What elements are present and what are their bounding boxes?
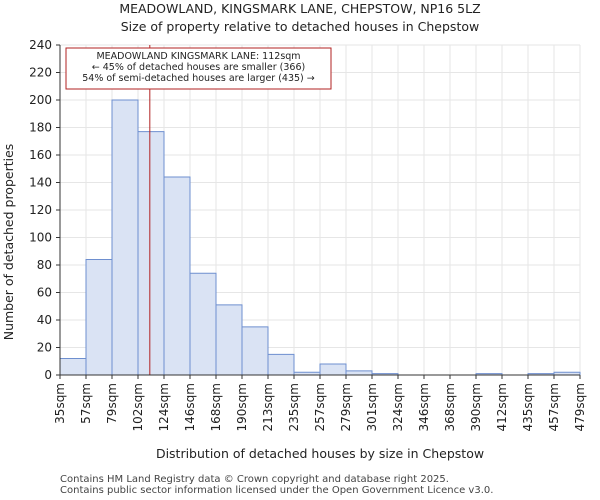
footer-line-1: Contains HM Land Registry data © Crown c… [60,474,449,485]
bar [215,304,243,376]
x-ticks: 35sqm 57sqm 79sqm 102sqm 124sqm 146sqm 168sqm 1… [53,375,587,431]
x-tick-label: 213sqm [261,383,275,431]
x-tick-label: 124sqm [157,383,171,431]
x-tick-label: 368sqm [443,383,457,431]
chart-title: MEADOWLAND, KINGSMARK LANE, CHEPSTOW, NP… [119,1,480,16]
x-tick-label: 146sqm [183,383,197,431]
bar [163,176,191,376]
bar [111,99,139,376]
annotation-line: MEADOWLAND KINGSMARK LANE: 112sqm [96,51,300,62]
marker: MEADOWLAND KINGSMARK LANE: 112sqm← 45% o… [65,45,332,375]
x-tick-label: 346sqm [417,383,431,431]
bar [59,358,87,376]
x-tick-label: 390sqm [469,383,483,431]
x-tick-label: 57sqm [79,383,93,424]
y-tick-label: 200 [29,93,52,107]
bar [241,326,269,376]
bar [345,370,373,376]
bars [59,99,581,376]
y-axis-label: Number of detached properties [1,144,16,341]
x-tick-label: 35sqm [53,383,67,424]
bar [137,131,165,376]
annotation-line: ← 45% of detached houses are smaller (36… [92,62,305,73]
footer-line-2: Contains public sector information licen… [60,485,494,496]
y-tick-label: 180 [29,121,52,135]
y-tick-label: 120 [29,203,52,217]
y-tick-label: 20 [37,341,52,355]
y-tick-label: 60 [37,286,52,300]
y-tick-label: 0 [44,368,52,382]
x-tick-label: 479sqm [573,383,587,431]
x-tick-label: 168sqm [209,383,223,431]
y-ticks: 0 20 40 60 80 100 120 140 160 180 200 220 240 [29,38,60,382]
x-tick-label: 102sqm [131,383,145,431]
x-tick-label: 257sqm [313,383,327,431]
annotation-box [65,47,332,90]
chart-subtitle: Size of property relative to detached ho… [121,19,479,34]
bar [189,272,217,376]
x-tick-label: 235sqm [287,383,301,431]
annotation-line: 54% of semi-detached houses are larger (… [82,73,315,84]
x-tick-label: 301sqm [365,383,379,431]
x-tick-label: 190sqm [235,383,249,431]
y-tick-label: 100 [29,231,52,245]
y-tick-label: 40 [37,313,52,327]
y-tick-label: 80 [37,258,52,272]
y-tick-label: 240 [29,38,52,52]
bar [267,353,295,376]
x-tick-label: 79sqm [105,383,119,424]
y-tick-label: 160 [29,148,52,162]
y-tick-label: 220 [29,66,52,80]
x-tick-label: 324sqm [391,383,405,431]
bar [85,259,113,376]
x-axis-label: Distribution of detached houses by size … [156,446,484,461]
x-tick-label: 412sqm [495,383,509,431]
x-tick-label: 279sqm [339,383,353,431]
bar [319,363,347,376]
x-tick-label: 457sqm [547,383,561,431]
y-tick-label: 140 [29,176,52,190]
x-tick-label: 435sqm [521,383,535,431]
